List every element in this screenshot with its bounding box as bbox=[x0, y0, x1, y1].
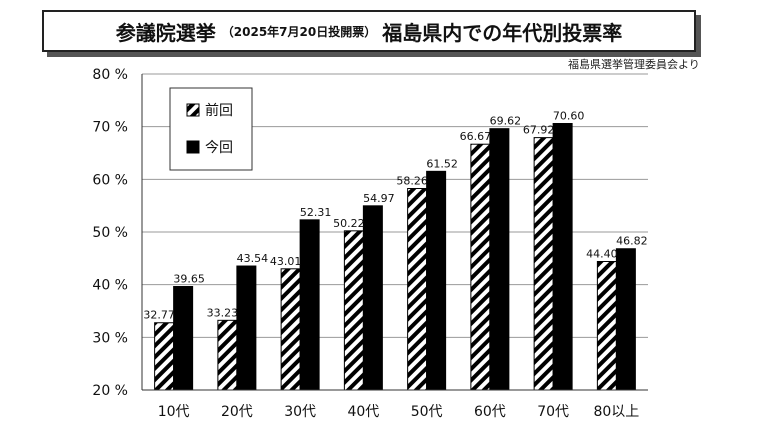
x-tick-label: 30代 bbox=[284, 404, 316, 420]
title-date: （2025年7月20日投開票） bbox=[221, 24, 377, 39]
y-tick-label: 60 % bbox=[92, 172, 128, 188]
bar-current bbox=[426, 170, 447, 391]
y-tick-label: 30 % bbox=[92, 330, 128, 346]
data-label: 33.23 bbox=[207, 306, 239, 319]
data-label: 54.97 bbox=[363, 192, 395, 205]
legend-label-previous: 前回 bbox=[205, 102, 233, 119]
data-label: 61.52 bbox=[426, 157, 458, 170]
data-label: 39.65 bbox=[173, 273, 205, 286]
bar-previous bbox=[154, 322, 175, 391]
y-tick-label: 70 % bbox=[92, 120, 128, 136]
bar-previous bbox=[596, 260, 617, 391]
data-label: 50.22 bbox=[333, 217, 365, 230]
legend-box bbox=[169, 87, 253, 171]
bar-current bbox=[615, 248, 636, 391]
bar-previous bbox=[343, 230, 364, 391]
data-label: 44.40 bbox=[586, 247, 618, 260]
data-label: 32.77 bbox=[143, 309, 175, 322]
title-box: 参議院選挙 （2025年7月20日投開票） 福島県内での年代別投票率 bbox=[42, 10, 696, 52]
data-label: 43.54 bbox=[237, 252, 269, 265]
bar-previous bbox=[280, 268, 301, 391]
data-label: 52.31 bbox=[300, 206, 332, 219]
bar-current bbox=[552, 123, 573, 391]
data-label: 58.26 bbox=[396, 174, 428, 187]
title-main: 参議院選挙 bbox=[115, 20, 216, 45]
title-sub: 福島県内での年代別投票率 bbox=[382, 20, 623, 45]
bar-current bbox=[173, 286, 194, 391]
data-label: 43.01 bbox=[270, 255, 302, 268]
legend-swatch-current bbox=[186, 140, 200, 154]
x-tick-label: 40代 bbox=[347, 404, 379, 420]
legend-label-current: 今回 bbox=[205, 140, 233, 156]
bar-previous bbox=[470, 143, 491, 391]
data-label: 67.92 bbox=[523, 124, 555, 137]
data-label: 70.60 bbox=[553, 110, 585, 123]
x-tick-label: 70代 bbox=[537, 404, 569, 420]
bar-current bbox=[489, 128, 510, 391]
bar-current bbox=[362, 205, 383, 391]
source-note: 福島県選挙管理委員会より bbox=[568, 58, 700, 71]
x-tick-label: 50代 bbox=[411, 404, 443, 420]
x-tick-label: 80以上 bbox=[593, 404, 639, 420]
data-label: 69.62 bbox=[490, 115, 522, 128]
y-tick-label: 80 % bbox=[92, 67, 128, 83]
x-tick-label: 60代 bbox=[474, 404, 506, 420]
data-label: 46.82 bbox=[616, 235, 648, 248]
data-label: 66.67 bbox=[460, 130, 492, 143]
legend-swatch-previous bbox=[186, 103, 200, 117]
bar-current bbox=[236, 265, 257, 391]
bar-current bbox=[299, 219, 320, 391]
x-tick-label: 20代 bbox=[221, 404, 253, 420]
y-tick-label: 40 % bbox=[92, 278, 128, 294]
bar-previous bbox=[407, 187, 428, 391]
y-tick-label: 20 % bbox=[92, 383, 128, 399]
x-tick-label: 10代 bbox=[158, 404, 190, 420]
bar-previous bbox=[533, 137, 554, 391]
y-tick-label: 50 % bbox=[92, 225, 128, 241]
bar-previous bbox=[217, 319, 238, 391]
